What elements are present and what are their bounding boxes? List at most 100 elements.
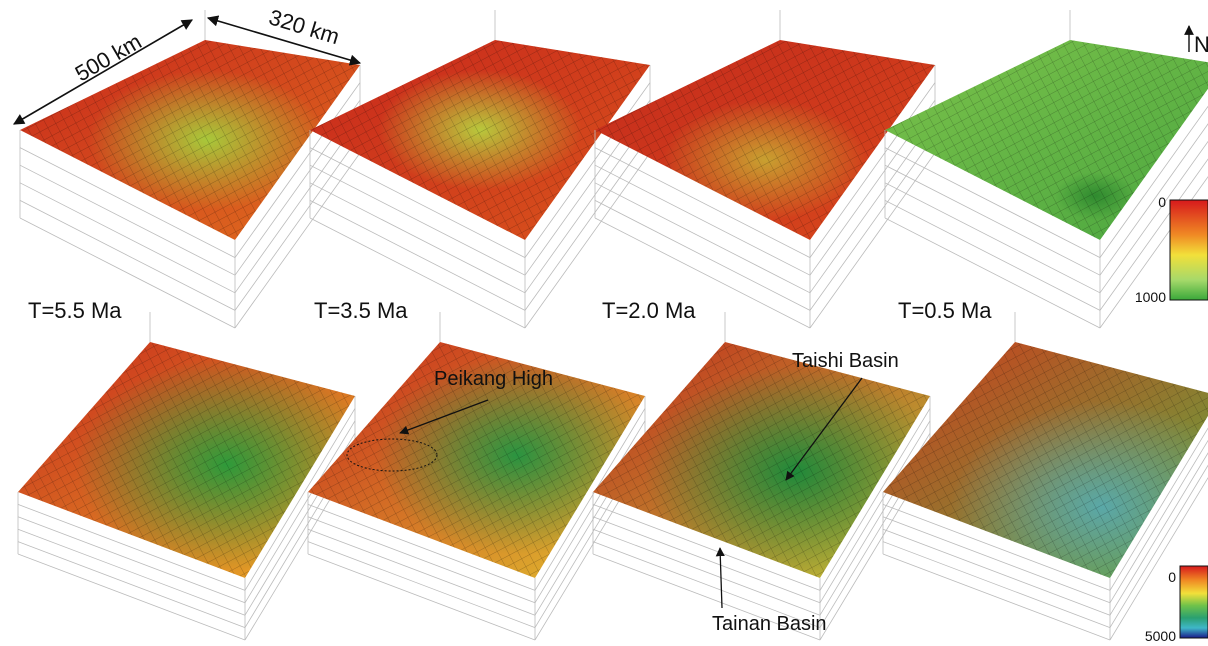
box-line <box>234 152 361 329</box>
box-line <box>1109 452 1208 616</box>
box-line <box>884 200 1101 311</box>
box-line <box>309 217 526 329</box>
annotation-arrow <box>399 399 489 435</box>
box-line <box>884 182 1101 294</box>
outline <box>346 438 438 472</box>
box-line <box>809 117 936 294</box>
box-line <box>594 200 811 311</box>
surfaces <box>17 10 1208 641</box>
box-line <box>307 541 536 628</box>
box-line <box>17 504 246 591</box>
annotation: Taishi Basin <box>792 350 899 372</box>
box-line <box>19 200 236 311</box>
colorbar-max: 1000 <box>1135 289 1166 305</box>
length-arrow <box>13 19 193 125</box>
box-line <box>1109 439 1208 604</box>
box-line <box>307 504 536 591</box>
box-line <box>594 182 811 294</box>
box-line <box>594 164 811 276</box>
box-line <box>594 217 811 329</box>
colorbar <box>1179 565 1208 639</box>
box-line <box>592 516 821 604</box>
box-line <box>1099 105 1208 258</box>
time-label: T=5.5 Ma <box>28 298 122 323</box>
panel <box>17 312 356 641</box>
box-line <box>882 504 1111 591</box>
box-line <box>234 117 361 294</box>
box-line <box>307 528 536 616</box>
box-line <box>524 152 651 329</box>
annotation-arrow <box>785 377 863 481</box>
box-line <box>1099 123 1208 276</box>
box-line <box>1099 158 1208 311</box>
box-line <box>307 516 536 604</box>
box-line <box>592 553 821 641</box>
box-line <box>809 135 936 311</box>
annotation: Tainan Basin <box>712 613 827 635</box>
width-label: 320 km <box>266 4 342 49</box>
box-line <box>309 182 526 294</box>
box-line <box>309 147 526 258</box>
box-line <box>1109 464 1208 628</box>
box-line <box>524 82 651 258</box>
box-line <box>1109 427 1208 591</box>
colorbar <box>1169 199 1208 301</box>
box-line <box>534 408 646 591</box>
time-label: T=0.5 Ma <box>898 298 992 323</box>
surface-mesh <box>310 40 650 240</box>
box-line <box>17 553 246 641</box>
box-line <box>882 541 1111 628</box>
colorbar-min: 0 <box>1158 194 1166 210</box>
box-line <box>819 420 931 604</box>
panel <box>592 312 931 641</box>
time-label: T=2.0 Ma <box>602 298 696 323</box>
box-line <box>244 408 356 591</box>
box-line <box>309 164 526 276</box>
surface-mesh <box>20 40 360 240</box>
width-arrow <box>206 15 362 66</box>
panel <box>307 312 646 641</box>
surface-mesh <box>885 40 1208 240</box>
box-line <box>592 541 821 628</box>
box-line <box>234 135 361 311</box>
panel <box>882 312 1208 641</box>
north-label: N <box>1194 32 1208 57</box>
box-line <box>884 164 1101 276</box>
box-line <box>594 147 811 258</box>
surface-mesh <box>18 342 355 578</box>
colorbar-min: 0 <box>1168 569 1176 585</box>
box-line <box>882 516 1111 604</box>
box-line <box>809 152 936 329</box>
panel <box>19 10 361 329</box>
box-line <box>809 82 936 258</box>
box-line <box>1109 477 1208 641</box>
surface-mesh <box>308 342 645 578</box>
box-line <box>882 553 1111 641</box>
box-line <box>19 164 236 276</box>
annotation: Peikang High <box>434 368 553 390</box>
panel <box>884 10 1208 329</box>
box-line <box>884 147 1101 258</box>
surface-mesh <box>595 40 935 240</box>
box-line <box>534 420 646 604</box>
time-label: T=3.5 Ma <box>314 298 408 323</box>
annotation-arrow <box>715 547 725 609</box>
box-line <box>244 420 356 604</box>
panel <box>594 10 936 329</box>
box-line <box>19 217 236 329</box>
box-line <box>592 504 821 591</box>
box-line <box>592 528 821 616</box>
box-line <box>819 408 931 591</box>
surface-mesh <box>593 342 930 578</box>
box-line <box>1099 140 1208 294</box>
surface-mesh <box>883 342 1208 578</box>
box-line <box>19 182 236 294</box>
box-line <box>17 528 246 616</box>
colorbar-max: 5000 <box>1145 628 1176 644</box>
box-line <box>17 516 246 604</box>
box-line <box>234 82 361 258</box>
box-line <box>524 135 651 311</box>
panel <box>309 10 651 329</box>
box-line <box>1099 176 1208 329</box>
